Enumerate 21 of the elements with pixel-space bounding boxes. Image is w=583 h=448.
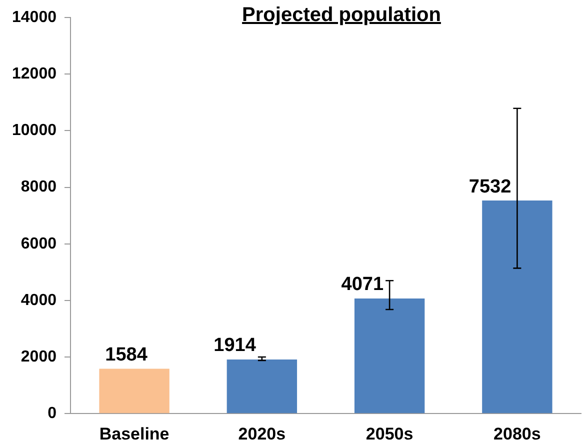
data-label: 4071	[341, 274, 384, 296]
data-label: 1914	[214, 335, 256, 356]
x-tick-label: Baseline	[99, 424, 170, 444]
y-tick-label: 10000	[12, 122, 57, 140]
bar	[354, 298, 425, 414]
x-tick-label: 2050s	[366, 424, 414, 444]
y-tick-label: 12000	[12, 66, 57, 83]
data-label: 1584	[105, 344, 148, 366]
bar	[226, 359, 298, 414]
y-tick-label: 0	[48, 405, 57, 422]
y-tick-label: 2000	[20, 348, 57, 366]
y-tick-label: 4000	[20, 292, 57, 309]
chart-title: Projected population	[241, 4, 442, 27]
y-tick-label: 14000	[12, 9, 57, 26]
bar	[482, 200, 552, 414]
bar	[99, 368, 170, 414]
y-tick-label: 6000	[20, 235, 57, 252]
x-tick-label: 2020s	[238, 424, 286, 444]
x-tick-label: 2080s	[494, 424, 541, 444]
data-label: 7532	[468, 176, 512, 198]
y-tick-label: 8000	[20, 178, 57, 196]
